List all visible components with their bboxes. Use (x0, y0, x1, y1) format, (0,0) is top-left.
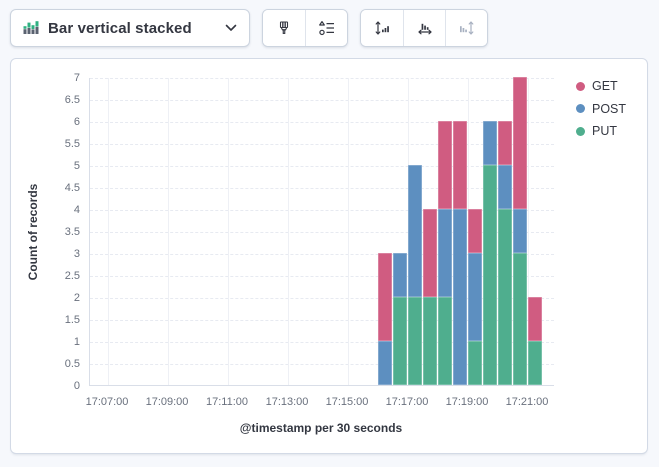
bar-segment-post[interactable] (438, 209, 452, 297)
horizontal-gridline (90, 320, 554, 321)
horizontal-gridline (90, 254, 554, 255)
y-tick-label: 4.5 (64, 181, 80, 194)
bar-segment-post[interactable] (378, 341, 392, 385)
horizontal-gridline (90, 342, 554, 343)
legend-item-post[interactable]: POST (576, 98, 626, 121)
x-tick-label: 17:15:00 (325, 396, 369, 408)
chart-panel: Count of records @timestamp per 30 secon… (10, 58, 648, 454)
horizontal-gridline (90, 100, 554, 101)
bar-segment-put[interactable] (513, 253, 527, 385)
y-tick-label: 1.5 (64, 313, 80, 326)
x-axis-title: @timestamp per 30 seconds (239, 421, 403, 435)
bar-segment-put[interactable] (408, 297, 422, 385)
y-tick-label: 3.5 (64, 225, 80, 238)
x-tick-label: 17:21:00 (505, 396, 549, 408)
legend-item-put[interactable]: PUT (576, 120, 626, 143)
bar-segment-put[interactable] (498, 209, 512, 385)
x-tick-label: 17:17:00 (385, 396, 429, 408)
y-tick-label: 6.5 (64, 93, 80, 106)
bar-segment-put[interactable] (483, 165, 497, 385)
right-axis-icon (459, 21, 473, 35)
legend-label: GET (592, 79, 618, 94)
bar-segment-get[interactable] (438, 121, 452, 209)
legend: GET POST PUT (576, 75, 626, 143)
bar-segment-get[interactable] (528, 297, 542, 341)
bar-segment-post[interactable] (393, 253, 407, 297)
y-tick-label: 0.5 (64, 357, 80, 370)
y-tick-label: 1 (73, 335, 80, 348)
x-tick-label: 17:19:00 (445, 396, 489, 408)
bar-segment-post[interactable] (453, 209, 467, 385)
legend-color-dot (576, 126, 585, 136)
bar-segment-post[interactable] (483, 121, 497, 165)
legend-label: POST (592, 101, 627, 116)
y-tick-label: 0 (73, 379, 80, 392)
left-axis-icon (375, 21, 389, 35)
toolbar: Bar vertical stacked (10, 9, 488, 47)
bar-segment-post[interactable] (498, 165, 512, 209)
vertical-gridline (168, 78, 169, 385)
x-tick-label: 17:07:00 (85, 396, 129, 408)
bar-segment-put[interactable] (393, 297, 407, 385)
legend-settings-button[interactable] (305, 10, 347, 46)
bar-segment-get[interactable] (498, 121, 512, 165)
y-tick-label: 4 (73, 203, 80, 216)
x-tick-label: 17:13:00 (265, 396, 309, 408)
horizontal-gridline (90, 166, 554, 167)
y-tick-label: 2.5 (64, 269, 80, 282)
bar-segment-get[interactable] (453, 121, 467, 209)
legend-item-get[interactable]: GET (576, 75, 626, 98)
bar-segment-get[interactable] (513, 77, 527, 209)
bottom-axis-icon (417, 23, 432, 35)
axis-button-group (360, 9, 488, 47)
legend-label: PUT (592, 124, 617, 139)
y-tick-label: 5.5 (64, 137, 80, 150)
horizontal-gridline (90, 298, 554, 299)
appearance-button[interactable] (263, 10, 305, 46)
vertical-gridline (528, 78, 529, 385)
legend-settings-icon (318, 21, 334, 36)
x-tick-label: 17:11:00 (205, 396, 248, 408)
bar-segment-put[interactable] (423, 297, 437, 385)
bar-segment-get[interactable] (423, 209, 437, 297)
y-tick-label: 3 (73, 247, 80, 260)
vertical-gridline (228, 78, 229, 385)
style-button-group (262, 9, 348, 47)
vertical-gridline (108, 78, 109, 385)
paint-brush-icon (279, 21, 289, 34)
left-axis-button[interactable] (361, 10, 403, 46)
horizontal-gridline (90, 78, 554, 79)
legend-color-dot (576, 81, 585, 91)
bar-segment-put[interactable] (438, 297, 452, 385)
bar-segment-post[interactable] (408, 165, 422, 297)
x-tick-label: 17:09:00 (145, 396, 189, 408)
vertical-gridline (288, 78, 289, 385)
right-axis-button[interactable] (445, 10, 487, 46)
horizontal-gridline (90, 232, 554, 233)
horizontal-gridline (90, 144, 554, 145)
horizontal-gridline (90, 122, 554, 123)
horizontal-gridline (90, 188, 554, 189)
y-tick-label: 7 (73, 71, 80, 84)
y-tick-label: 2 (73, 291, 80, 304)
chart-type-dropdown[interactable]: Bar vertical stacked (10, 9, 250, 47)
bar-segment-post[interactable] (468, 253, 482, 341)
bar-segment-get[interactable] (468, 209, 482, 253)
bar-segment-post[interactable] (513, 209, 527, 253)
chart-type-label: Bar vertical stacked (48, 19, 192, 37)
horizontal-gridline (90, 276, 554, 277)
bar-segment-put[interactable] (468, 341, 482, 385)
vertical-gridline (348, 78, 349, 385)
bar-vertical-stacked-icon (23, 21, 39, 34)
horizontal-gridline (90, 210, 554, 211)
y-tick-label: 6 (73, 115, 80, 128)
horizontal-gridline (90, 364, 554, 365)
bar-segment-put[interactable] (528, 341, 542, 385)
y-tick-label: 5 (73, 159, 80, 172)
plot-area[interactable] (89, 77, 554, 386)
legend-color-dot (576, 104, 585, 114)
chevron-down-icon (225, 24, 237, 31)
bar-segment-get[interactable] (378, 253, 392, 341)
bottom-axis-button[interactable] (403, 10, 445, 46)
